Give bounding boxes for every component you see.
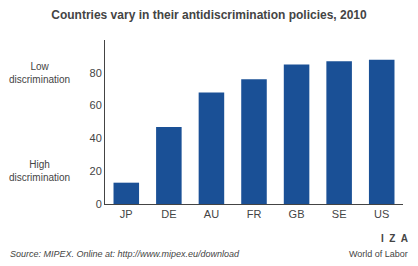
svg-text:GB: GB	[289, 208, 305, 220]
svg-text:FR: FR	[247, 208, 262, 220]
svg-text:AU: AU	[204, 208, 219, 220]
svg-text:SE: SE	[332, 208, 347, 220]
svg-text:Lowdiscrimination: Lowdiscrimination	[9, 61, 70, 85]
svg-text:60: 60	[90, 99, 102, 111]
svg-text:40: 40	[90, 132, 102, 144]
svg-text:DE: DE	[161, 208, 176, 220]
svg-text:JP: JP	[120, 208, 133, 220]
svg-text:80: 80	[90, 67, 102, 79]
svg-text:0: 0	[96, 198, 102, 210]
svg-text:Source: MIPEX. Online at: http: Source: MIPEX. Online at: http://www.mip…	[10, 249, 240, 259]
svg-text:20: 20	[90, 165, 102, 177]
svg-text:Highdiscrimination: Highdiscrimination	[9, 159, 70, 183]
svg-text:I Z A: I Z A	[381, 233, 408, 244]
svg-text:US: US	[374, 208, 389, 220]
svg-text:Countries vary in their antidi: Countries vary in their antidiscriminati…	[51, 8, 367, 22]
svg-text:World of Labor: World of Labor	[349, 249, 408, 259]
